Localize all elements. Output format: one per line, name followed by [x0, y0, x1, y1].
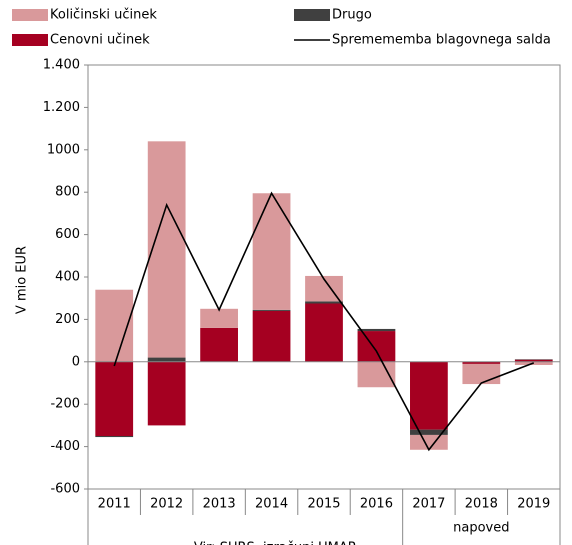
group-label: napoved — [453, 521, 509, 536]
bar-segment — [200, 308, 238, 328]
y-tick-label: -400 — [50, 439, 80, 454]
legend-swatch — [294, 9, 330, 21]
x-tick-label: 2019 — [517, 497, 550, 512]
legend-label: Drugo — [332, 8, 372, 23]
y-tick-label: 600 — [55, 227, 80, 242]
source-note: Vir: SURS, izračuni UMAR — [194, 541, 357, 545]
bar-segment — [410, 429, 448, 435]
legend-swatch — [12, 34, 48, 46]
y-tick-label: 1.400 — [43, 58, 80, 73]
bar-segment — [357, 328, 396, 332]
bar-segment — [147, 361, 186, 426]
bar-segment — [252, 309, 291, 311]
bar-segment — [252, 310, 291, 362]
y-tick-label: -600 — [50, 482, 80, 497]
bar-segment — [252, 193, 291, 310]
bar-segment — [462, 361, 501, 364]
bar-segment — [410, 434, 448, 450]
bar-segment — [95, 436, 134, 438]
y-tick-label: 1000 — [47, 142, 80, 157]
bar-segment — [147, 357, 186, 362]
y-tick-label: 0 — [72, 354, 80, 369]
x-tick-label: 2013 — [203, 497, 236, 512]
x-tick-label: 2014 — [255, 497, 288, 512]
bar-segment — [200, 327, 238, 362]
x-tick-label: 2018 — [465, 497, 498, 512]
y-tick-label: -200 — [50, 397, 80, 412]
y-tick-label: 1.200 — [43, 100, 80, 115]
bar-segment — [514, 359, 553, 362]
line-series — [113, 191, 535, 452]
legend-label: Cenovni učinek — [50, 33, 150, 48]
legend-label: Količinski učinek — [50, 8, 157, 23]
bar-segment — [462, 363, 501, 385]
y-tick-label: 400 — [55, 270, 80, 285]
bar-segment — [305, 301, 343, 304]
x-tick-label: 2017 — [412, 497, 445, 512]
x-tick-label: 2012 — [150, 497, 183, 512]
x-tick-label: 2015 — [307, 497, 340, 512]
bar-segment — [305, 303, 343, 362]
legend-label: Spremememba blagovnega salda — [332, 33, 551, 48]
x-tick-label: 2016 — [360, 497, 393, 512]
y-tick-label: 800 — [55, 185, 80, 200]
bar-segment — [147, 141, 186, 358]
bar-segment — [410, 361, 448, 430]
bar-segment — [95, 361, 134, 436]
bar-segment — [357, 331, 396, 362]
x-tick-label: 2011 — [98, 497, 131, 512]
legend-swatch — [12, 9, 48, 21]
y-axis-label: V mio EUR — [15, 246, 30, 314]
y-tick-label: 200 — [55, 312, 80, 327]
